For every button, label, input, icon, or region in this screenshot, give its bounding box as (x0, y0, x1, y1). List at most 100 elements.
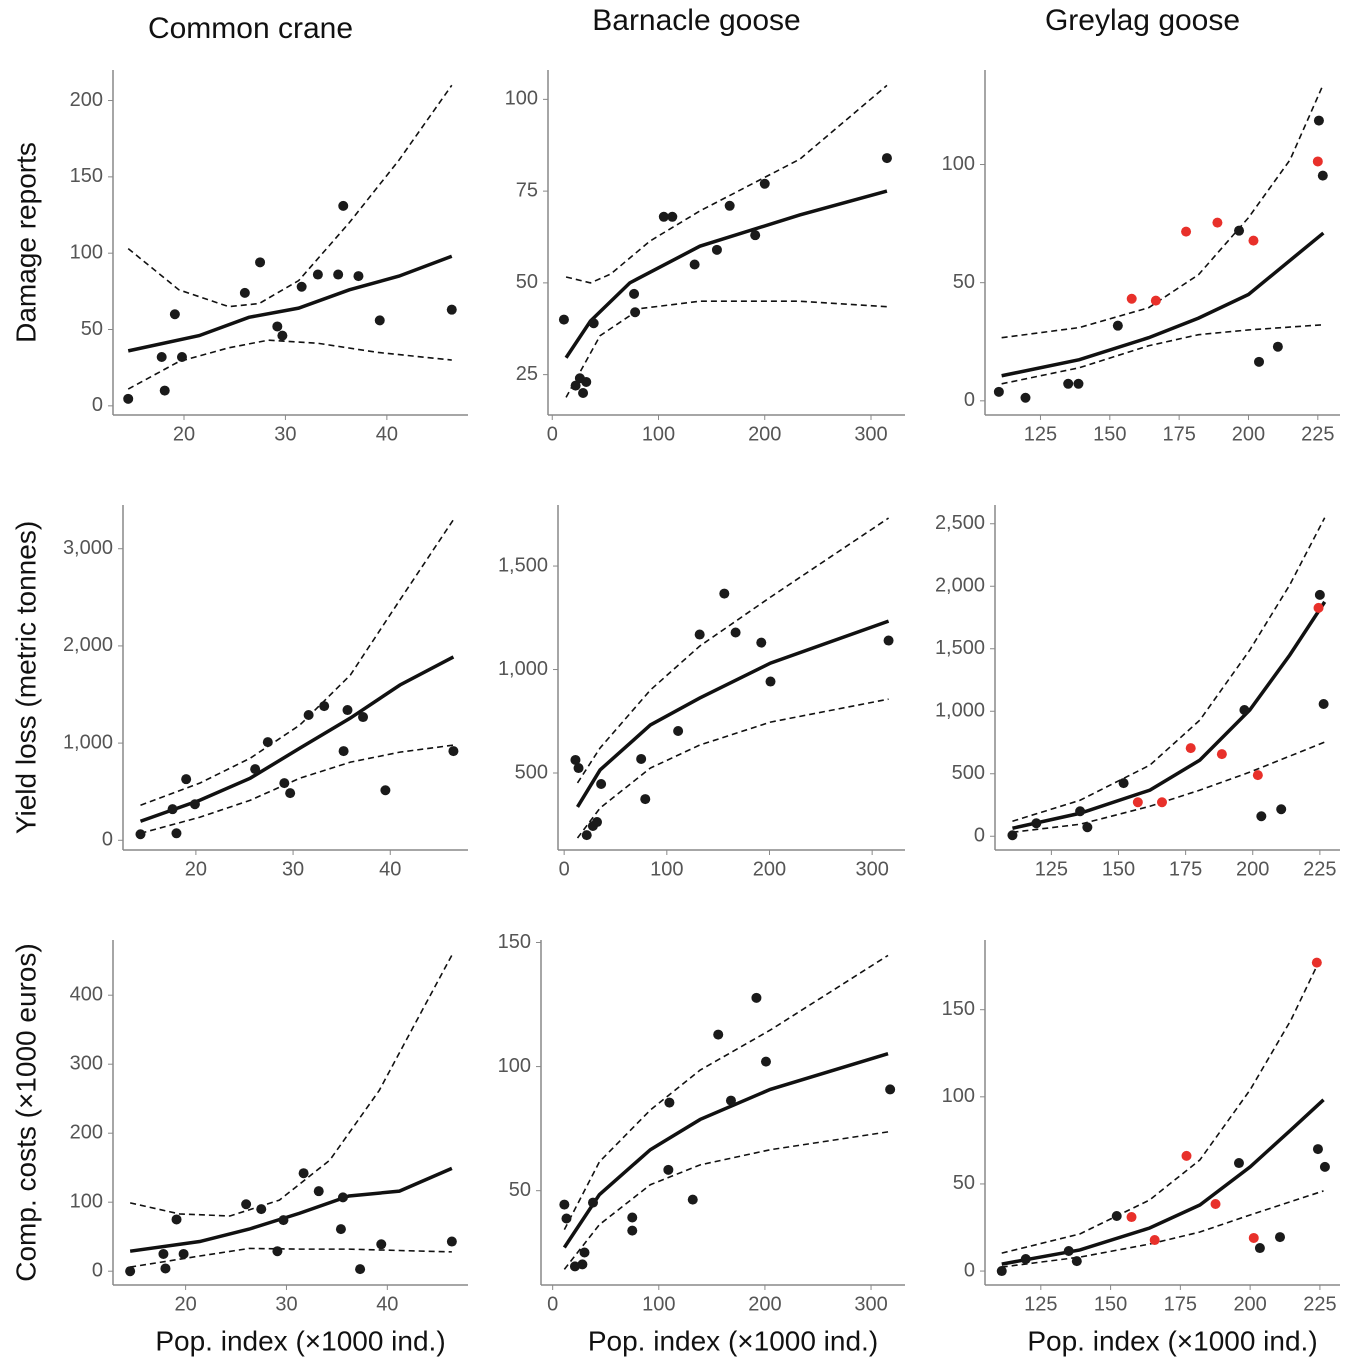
point (756, 637, 767, 648)
point (663, 1164, 674, 1175)
y-tick-label: 0 (964, 1259, 975, 1281)
confidence-line (563, 1131, 889, 1270)
x-tick-label: 200 (1236, 858, 1269, 880)
point (1118, 778, 1129, 789)
confidence-line (1001, 323, 1324, 385)
point (167, 804, 178, 815)
panel: 0 50 100 150 200 20 30 40 Common crane Damage rep… (10, 12, 468, 445)
point (337, 1192, 348, 1203)
point (135, 829, 146, 840)
x-tick-label: 40 (376, 423, 398, 445)
y-tick-label: 0 (964, 389, 975, 411)
point (256, 1204, 267, 1215)
x-tick-label: 125 (1024, 1293, 1057, 1315)
point (303, 710, 314, 721)
point (885, 1084, 896, 1095)
point (335, 1224, 346, 1235)
point (750, 230, 761, 241)
confidence-line (140, 744, 454, 835)
point (1149, 1235, 1160, 1246)
y-tick-label: 100 (498, 1055, 531, 1077)
x-tick-label: 40 (379, 858, 401, 880)
point (581, 830, 592, 841)
point (640, 794, 651, 805)
point (1210, 1198, 1221, 1209)
x-tick-label: 150 (1094, 1293, 1127, 1315)
point (1082, 822, 1093, 833)
x-tick-label: 225 (1301, 423, 1334, 445)
point (1150, 295, 1161, 306)
point (1031, 818, 1042, 829)
x-tick-label: 300 (854, 423, 887, 445)
y-tick-label: 100 (505, 88, 538, 110)
panel: 500 1,000 1,500 0 100 200 300 (498, 505, 905, 880)
point (1276, 804, 1287, 815)
x-tick-label: 0 (559, 858, 570, 880)
point (558, 314, 569, 325)
point (319, 701, 330, 712)
x-axis-label: Pop. index (×1000 ind.) (588, 1325, 878, 1356)
confidence-line (563, 954, 889, 1231)
point (338, 200, 349, 211)
point (376, 1239, 387, 1250)
point (627, 1212, 638, 1223)
y-tick-label: 1,500 (498, 554, 548, 576)
x-tick-label: 300 (855, 858, 888, 880)
y-tick-label: 50 (516, 271, 538, 293)
fit-line (129, 1166, 453, 1253)
point (171, 1214, 182, 1225)
x-tick-label: 0 (547, 423, 558, 445)
confidence-line (130, 1247, 452, 1268)
confidence-line (127, 84, 453, 308)
y-tick-label: 2,000 (63, 634, 113, 656)
point (338, 746, 349, 757)
point (658, 211, 669, 222)
point (298, 1168, 309, 1179)
point (333, 269, 344, 280)
point (993, 386, 1004, 397)
x-tick-label: 175 (1164, 1293, 1197, 1315)
point (262, 737, 273, 748)
x-tick-label: 20 (173, 423, 195, 445)
x-tick-label: 20 (185, 858, 207, 880)
x-tick-label: 200 (1233, 1293, 1266, 1315)
point (673, 725, 684, 736)
point (636, 753, 647, 764)
x-tick-label: 30 (275, 1293, 297, 1315)
y-tick-label: 50 (509, 1179, 531, 1201)
point (279, 778, 290, 789)
y-tick-label: 25 (516, 363, 538, 385)
point (1313, 115, 1324, 126)
point (725, 1095, 736, 1106)
x-tick-label: 200 (748, 1293, 781, 1315)
point (1181, 226, 1192, 237)
y-tick-label: 75 (516, 179, 538, 201)
y-tick-label: 0 (974, 825, 985, 847)
fit-line (127, 254, 453, 353)
y-tick-label: 0 (92, 394, 103, 416)
x-tick-label: 30 (282, 858, 304, 880)
point (581, 376, 592, 387)
y-tick-label: 100 (70, 1190, 103, 1212)
x-tick-label: 300 (854, 1293, 887, 1315)
column-title: Common crane (148, 12, 353, 45)
y-tick-label: 1,000 (498, 658, 548, 680)
y-axis-label: Yield loss (metric tonnes) (10, 521, 41, 834)
point (1181, 1150, 1192, 1161)
point (687, 1194, 698, 1205)
y-tick-label: 50 (953, 1172, 975, 1194)
fit-line (562, 1052, 889, 1249)
x-tick-label: 225 (1303, 1293, 1336, 1315)
confidence-line (576, 517, 890, 784)
point (1111, 1211, 1122, 1221)
point (181, 774, 192, 785)
point (588, 318, 599, 329)
point (1020, 1254, 1031, 1265)
x-tick-label: 125 (1024, 423, 1057, 445)
x-tick-label: 200 (753, 858, 786, 880)
point (448, 746, 459, 757)
x-tick-label: 100 (642, 1293, 675, 1315)
y-axis-label: Comp. costs (×1000 euros) (10, 943, 41, 1282)
y-tick-label: 1,000 (63, 731, 113, 753)
fit-line (564, 189, 888, 359)
